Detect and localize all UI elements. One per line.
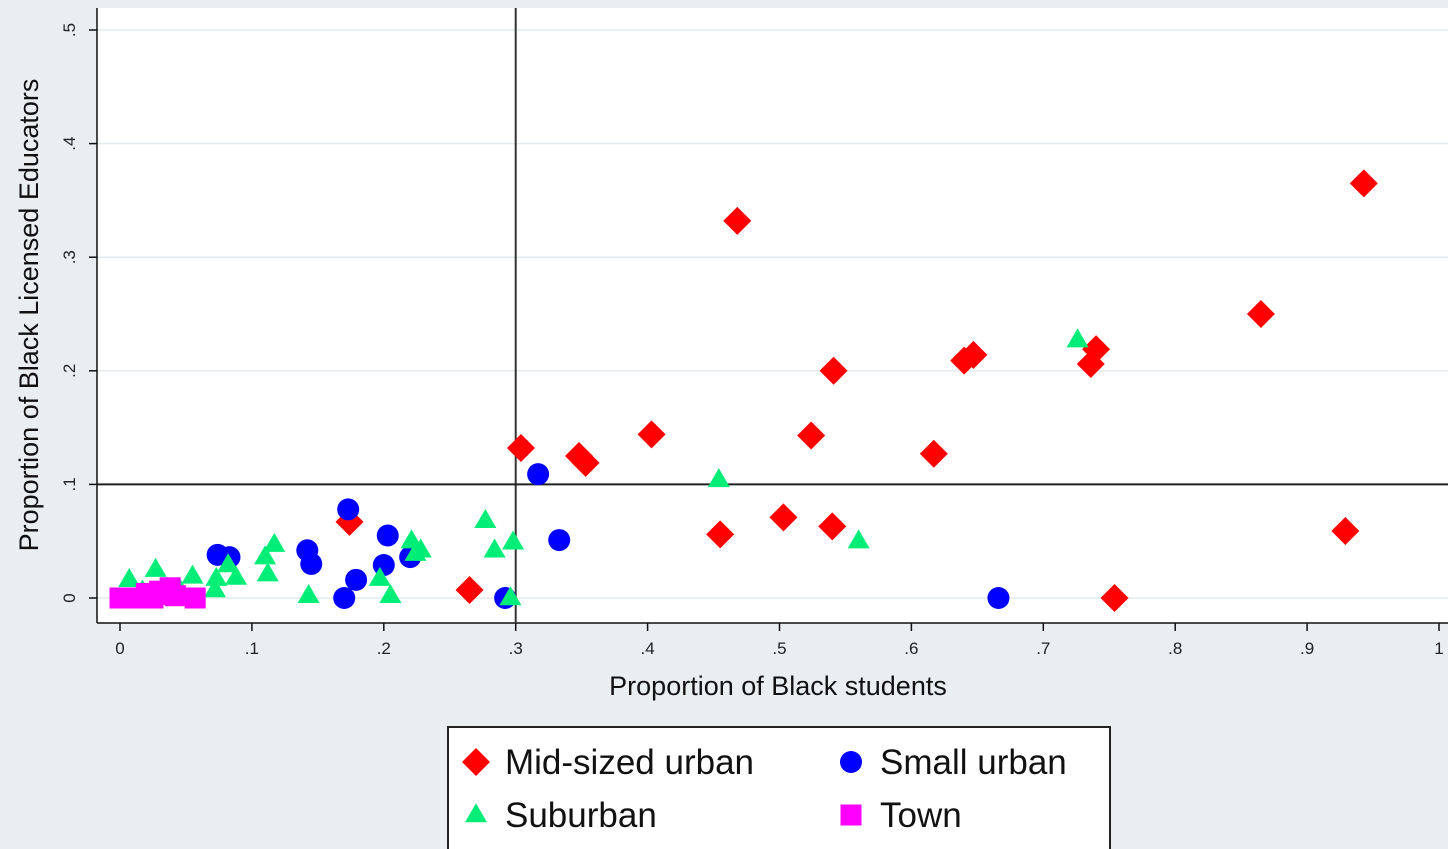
small-urban-point bbox=[333, 587, 356, 609]
x-tick-label: 0 bbox=[115, 639, 124, 658]
suburban-point bbox=[1066, 328, 1089, 348]
mid-sized-urban-point bbox=[919, 439, 948, 468]
suburban-point bbox=[263, 532, 286, 552]
suburban-point bbox=[297, 583, 320, 603]
small-urban-point bbox=[376, 524, 399, 547]
mid-sized-urban-point bbox=[723, 206, 752, 235]
small-urban-point bbox=[372, 554, 395, 577]
x-axis-title: Proportion of Black students bbox=[609, 671, 947, 701]
x-tick-label: .8 bbox=[1168, 639, 1182, 658]
y-tick-label: .1 bbox=[60, 477, 79, 491]
suburban-point bbox=[203, 578, 226, 598]
legend-label: Mid-sized urban bbox=[505, 743, 754, 782]
legend-box bbox=[447, 726, 1111, 849]
mid-sized-urban-point bbox=[1349, 169, 1378, 198]
mid-sized-urban-point bbox=[769, 503, 798, 532]
suburban-point bbox=[256, 562, 279, 582]
y-tick-label: .2 bbox=[60, 364, 79, 378]
y-tick-label: 0 bbox=[60, 593, 79, 602]
x-tick-label: .1 bbox=[245, 639, 259, 658]
suburban-point bbox=[118, 568, 141, 588]
suburban-point bbox=[707, 468, 730, 488]
axes: 0 .1 .2 .3 .4 .5 .6 .7 .8 .9 1 0 .1 .2 .3 .4 .5 bbox=[60, 8, 1448, 658]
mid-sized-urban-point bbox=[706, 520, 735, 549]
mid-sized-urban-point bbox=[506, 434, 535, 463]
suburban-point bbox=[847, 529, 870, 549]
suburban-point bbox=[144, 557, 167, 577]
legend-label: Small urban bbox=[880, 743, 1067, 782]
town-point bbox=[164, 585, 186, 607]
x-tick-label: .7 bbox=[1036, 639, 1050, 658]
suburban-point bbox=[499, 586, 522, 606]
x-tick-label: .5 bbox=[772, 639, 786, 658]
suburban-point bbox=[181, 564, 204, 584]
y-axis-title: Proportion of Black Licensed Educators bbox=[14, 79, 44, 552]
suburban-point bbox=[225, 565, 248, 585]
mid-sized-urban-point bbox=[819, 356, 848, 385]
suburban-point bbox=[502, 530, 525, 550]
small-urban-point bbox=[548, 529, 571, 552]
small-urban-point bbox=[337, 498, 360, 521]
data-points bbox=[109, 169, 1378, 612]
x-tick-label: .3 bbox=[509, 639, 523, 658]
x-tick-label: .6 bbox=[904, 639, 918, 658]
plot-background bbox=[97, 8, 1448, 623]
suburban-point bbox=[483, 538, 506, 558]
suburban-point bbox=[474, 508, 497, 528]
mid-sized-urban-point bbox=[1082, 335, 1111, 364]
mid-sized-urban-point bbox=[1100, 584, 1129, 612]
mid-sized-urban-point bbox=[1246, 300, 1275, 328]
y-tick-label: .4 bbox=[60, 137, 79, 151]
mid-sized-urban-point bbox=[571, 448, 600, 477]
x-tick-label: 1 bbox=[1434, 639, 1443, 658]
suburban-point bbox=[217, 553, 240, 573]
x-tick-label: .2 bbox=[377, 639, 391, 658]
town-point bbox=[184, 587, 206, 609]
suburban-point bbox=[205, 566, 228, 586]
y-tick-label: .3 bbox=[60, 250, 79, 264]
x-tick-label: .9 bbox=[1300, 639, 1314, 658]
mid-sized-urban-point bbox=[1331, 516, 1360, 545]
legend-marker bbox=[840, 751, 862, 773]
mid-sized-urban-point bbox=[797, 421, 826, 450]
mid-sized-urban-point bbox=[959, 340, 988, 369]
legend-marker bbox=[465, 803, 487, 823]
legend: Mid-sized urban Small urban Suburban Town bbox=[447, 726, 1111, 849]
suburban-point bbox=[254, 545, 277, 565]
suburban-point bbox=[409, 538, 432, 558]
legend-marker bbox=[462, 748, 490, 776]
suburban-point bbox=[379, 583, 402, 603]
y-tick-label: .5 bbox=[60, 23, 79, 37]
mid-sized-urban-point bbox=[818, 512, 847, 541]
legend-marker bbox=[840, 804, 862, 826]
small-urban-point bbox=[300, 552, 323, 575]
suburban-point bbox=[400, 529, 423, 549]
legend-label: Town bbox=[880, 796, 962, 835]
small-urban-point bbox=[345, 568, 368, 591]
mid-sized-urban-point bbox=[455, 576, 484, 605]
reference-lines bbox=[97, 8, 1448, 623]
mid-sized-urban-point bbox=[637, 420, 666, 449]
small-urban-point bbox=[527, 463, 550, 486]
small-urban-point bbox=[987, 587, 1010, 609]
suburban-point bbox=[368, 566, 391, 586]
legend-label: Suburban bbox=[505, 796, 657, 835]
x-tick-label: .4 bbox=[641, 639, 655, 658]
